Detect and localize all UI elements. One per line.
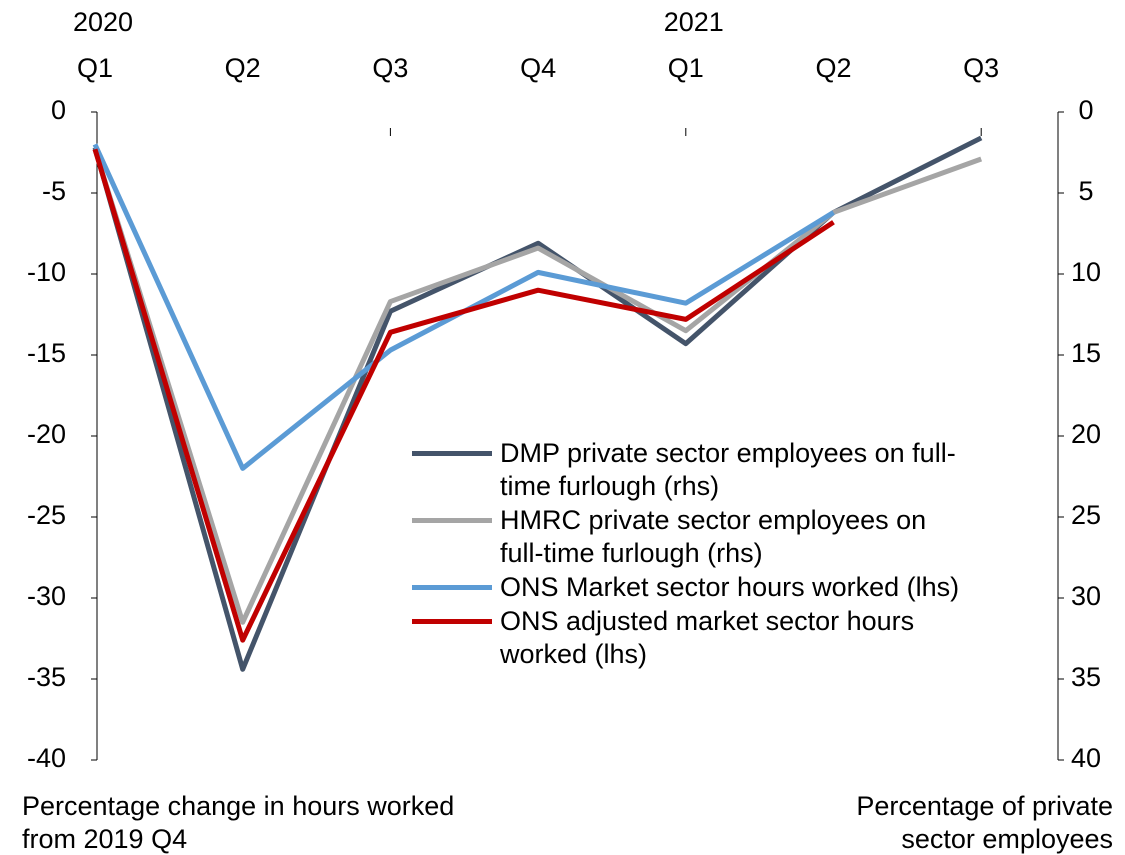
y-tick-label: -5 xyxy=(42,176,66,206)
x-tick-label: Q2 xyxy=(225,53,261,83)
y-tick-label: -15 xyxy=(27,338,66,368)
x-tick-label: Q1 xyxy=(668,53,704,83)
x-tick-label: Q1 xyxy=(77,53,113,83)
legend-swatch xyxy=(412,585,492,590)
y2-tick-label: 25 xyxy=(1071,500,1101,530)
legend-entry: DMP private sector employees on full-tim… xyxy=(412,437,972,503)
legend-label: ONS adjusted market sector hours worked … xyxy=(500,606,915,669)
legend-swatch xyxy=(412,451,492,456)
y2-tick-label: 5 xyxy=(1078,176,1093,206)
x-tick-label: Q3 xyxy=(372,53,408,83)
x-tick-label: Q4 xyxy=(520,53,556,83)
legend-entry: ONS adjusted market sector hours worked … xyxy=(412,605,972,671)
x-tick-label: Q2 xyxy=(815,53,851,83)
y-tick-label: -30 xyxy=(27,581,66,611)
y2-tick-label: 35 xyxy=(1071,662,1101,692)
series-line xyxy=(92,143,835,471)
y2-tick-label: 10 xyxy=(1071,257,1101,287)
x-tick-label: Q3 xyxy=(963,53,999,83)
legend-swatch xyxy=(412,619,492,624)
series-line xyxy=(92,148,835,643)
y2-tick-label: 20 xyxy=(1071,419,1101,449)
y-tick-label: -20 xyxy=(27,419,66,449)
legend-label: ONS Market sector hours worked (lhs) xyxy=(500,572,960,602)
y2-tick-label: 40 xyxy=(1071,743,1101,773)
y-axis-label: Percentage change in hours worked from 2… xyxy=(22,791,455,854)
y-tick-label: -10 xyxy=(27,257,66,287)
year-label: 2020 xyxy=(73,7,133,37)
y2-tick-label: 15 xyxy=(1071,338,1101,368)
y2-tick-label: 0 xyxy=(1078,95,1093,125)
y-tick-label: -25 xyxy=(27,500,66,530)
y2-tick-label: 30 xyxy=(1071,581,1101,611)
legend-label: HMRC private sector employees on full-ti… xyxy=(500,505,927,568)
y2-axis-label: Percentage of private sector employees xyxy=(856,791,1113,854)
legend: DMP private sector employees on full-tim… xyxy=(412,437,972,672)
y-tick-label: 0 xyxy=(51,95,66,125)
year-label: 2021 xyxy=(664,7,724,37)
y-tick-label: -35 xyxy=(27,662,66,692)
legend-label: DMP private sector employees on full-tim… xyxy=(500,438,956,501)
legend-entry: HMRC private sector employees on full-ti… xyxy=(412,504,972,570)
legend-swatch xyxy=(412,518,492,523)
y-tick-label: -40 xyxy=(27,743,66,773)
legend-entry: ONS Market sector hours worked (lhs) xyxy=(412,571,972,604)
